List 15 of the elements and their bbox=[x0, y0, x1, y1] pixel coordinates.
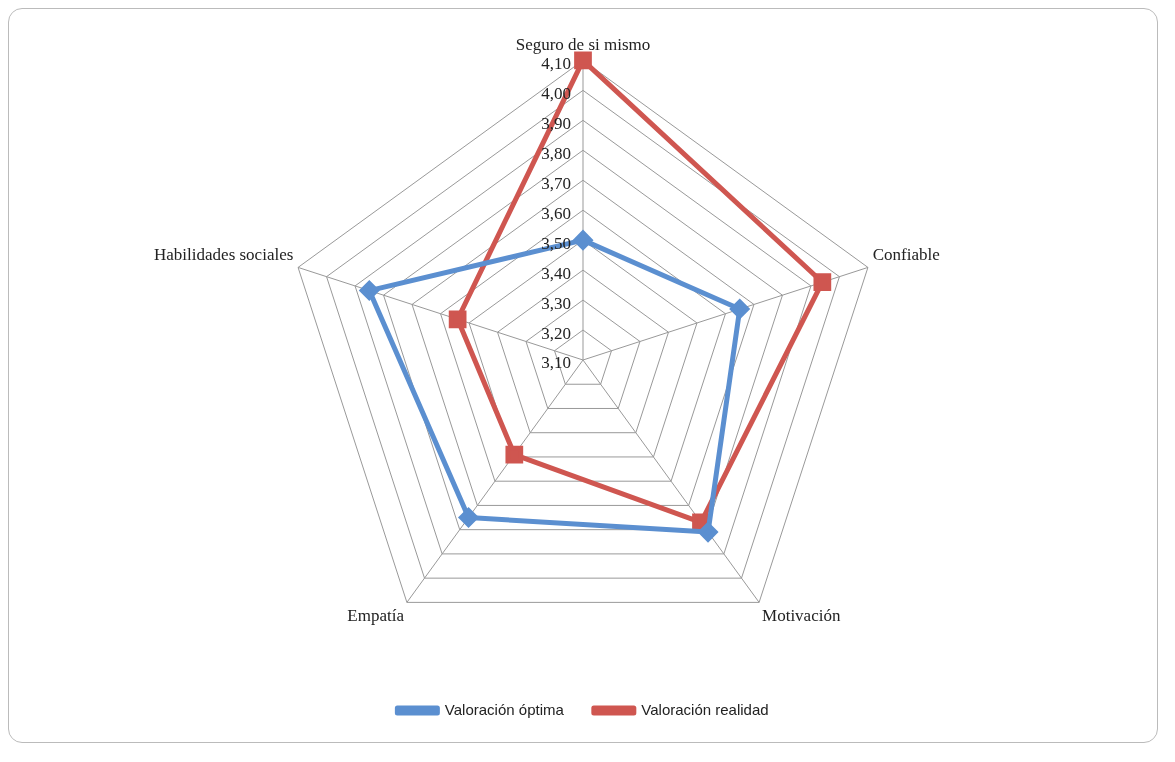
y-tick-label: 3,80 bbox=[541, 143, 571, 163]
spoke-label: Habilidades sociales bbox=[154, 245, 294, 265]
y-tick-label: 3,20 bbox=[541, 323, 571, 343]
y-tick-label: 3,30 bbox=[541, 293, 571, 313]
legend-label: Valoración realidad bbox=[641, 700, 769, 718]
y-tick-label: 3,10 bbox=[541, 353, 571, 373]
spoke-label: Empatía bbox=[347, 606, 405, 626]
spoke-label: Confiable bbox=[872, 245, 940, 265]
spoke-label: Seguro de si mismo bbox=[515, 34, 651, 54]
y-tick-label: 3,70 bbox=[541, 173, 571, 193]
y-tick-label: 3,40 bbox=[541, 263, 571, 283]
y-tick-label: 4,10 bbox=[541, 53, 571, 73]
legend-label: Valoración óptima bbox=[444, 700, 565, 718]
y-tick-label: 3,60 bbox=[541, 203, 571, 223]
spoke-label: Motivación bbox=[762, 606, 841, 626]
